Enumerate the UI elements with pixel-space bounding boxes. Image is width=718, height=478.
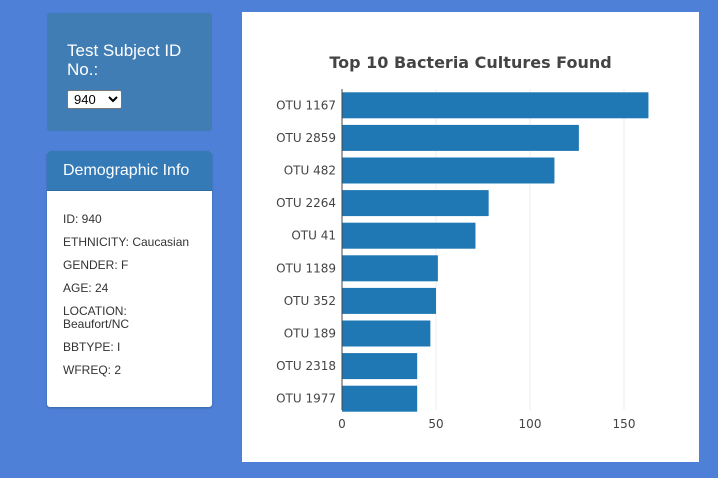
bar <box>342 353 418 380</box>
bar <box>342 287 436 314</box>
bar <box>342 222 476 249</box>
category-label: OTU 2264 <box>276 196 336 210</box>
bar <box>342 124 579 151</box>
category-label: OTU 1189 <box>276 261 336 275</box>
demo-location: LOCATION: Beaufort/NC <box>63 304 130 331</box>
bar <box>342 255 438 282</box>
bar <box>342 190 489 217</box>
bar-chart: OTU 1167 OTU 2859 OTU 482 OTU 2264 OTU 41 OTU… <box>276 89 649 431</box>
x-tick-label: 100 <box>519 417 542 431</box>
demo-age: AGE: 24 <box>63 281 109 295</box>
subject-selector-title: Test Subject ID No.: <box>67 41 182 79</box>
bar <box>342 385 418 412</box>
demo-bbtype: BBTYPE: I <box>63 340 121 354</box>
category-label: OTU 1977 <box>276 392 336 406</box>
demo-id: ID: 940 <box>63 212 102 226</box>
x-tick-label: 0 <box>338 417 346 431</box>
bar <box>342 157 555 184</box>
demographic-info-body: ID: 940 ETHNICITY: Caucasian GENDER: F A… <box>47 191 212 377</box>
bar-chart-panel: Top 10 Bacteria Cultures Found OTU 1167 O… <box>242 12 699 462</box>
demo-gender: GENDER: F <box>63 258 129 272</box>
x-tick-label: 50 <box>428 417 443 431</box>
category-label: OTU 2318 <box>276 359 336 373</box>
bar <box>342 320 431 347</box>
category-label: OTU 189 <box>284 327 336 341</box>
category-label: OTU 1167 <box>276 98 336 112</box>
demo-wfreq: WFREQ: 2 <box>63 363 122 377</box>
demo-ethnicity: ETHNICITY: Caucasian <box>63 235 190 249</box>
category-label: OTU 41 <box>291 229 336 243</box>
category-label: OTU 2859 <box>276 131 336 145</box>
category-label: OTU 482 <box>284 164 336 178</box>
chart-title: Top 10 Bacteria Cultures Found <box>329 53 612 72</box>
category-label: OTU 352 <box>284 294 336 308</box>
demographic-info-header: Demographic Info <box>47 151 212 191</box>
subject-selector-panel: Test Subject ID No.: 940 <box>47 13 212 131</box>
demographic-info-panel: Demographic Info ID: 940 ETHNICITY: Cauc… <box>47 151 212 407</box>
x-tick-label: 150 <box>613 417 636 431</box>
subject-id-dropdown[interactable]: 940 <box>67 90 122 109</box>
bar <box>342 92 649 119</box>
